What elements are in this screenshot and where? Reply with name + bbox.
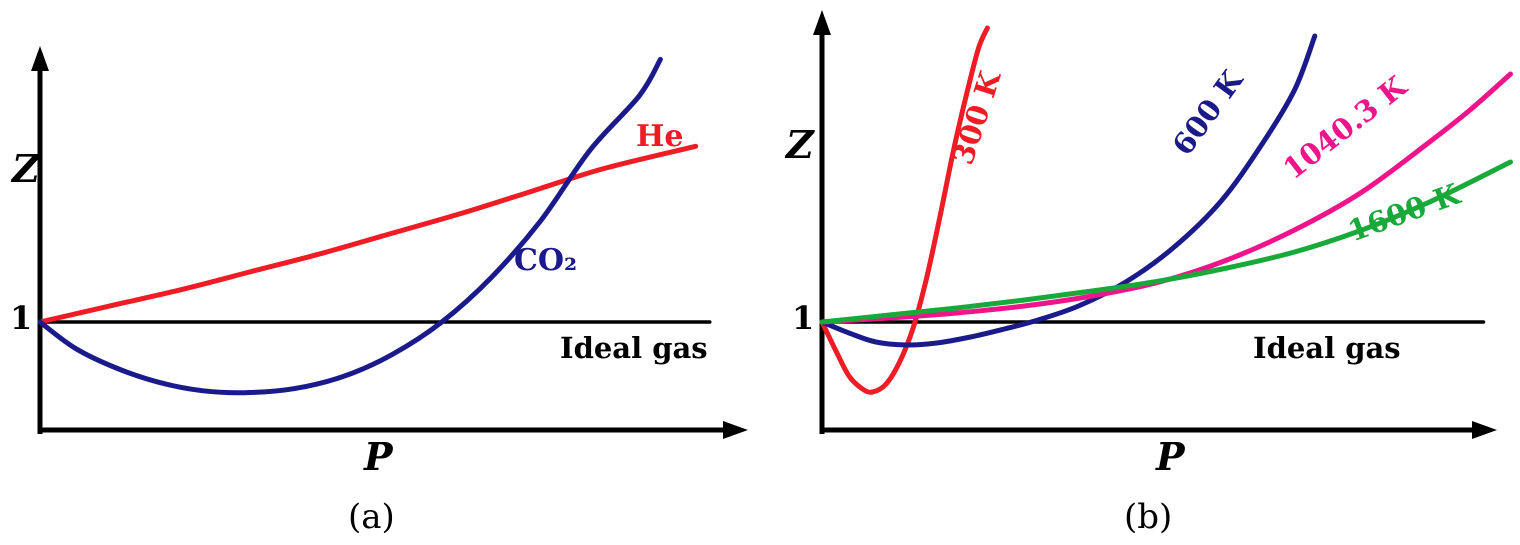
curve-label-co2: CO₂ <box>514 243 578 278</box>
x-axis-arrowhead-a <box>723 421 748 439</box>
x-axis-label-a: P <box>364 434 393 479</box>
curves-a <box>37 56 712 396</box>
curve-1600-k <box>819 159 1513 325</box>
ideal-gas-label-b: Ideal gas <box>1253 331 1401 365</box>
x-axis-arrowhead-b <box>1472 421 1497 439</box>
y-axis-label-a: Z <box>12 146 40 191</box>
y-axis-label-b: Z <box>786 122 814 167</box>
curve-600-k <box>819 33 1318 348</box>
unity-tick-a: 1 <box>10 299 33 337</box>
panel-caption-a: (a) <box>348 497 395 537</box>
curves-b <box>819 25 1513 395</box>
unity-tick-b: 1 <box>792 299 815 337</box>
curve-he <box>37 143 699 325</box>
ideal-gas-label-a: Ideal gas <box>560 331 708 365</box>
y-axis-arrowhead-b <box>813 10 831 35</box>
curve-co₂ <box>37 56 663 396</box>
x-axis-label-b: P <box>1156 434 1185 479</box>
axes-panel-a <box>31 46 748 439</box>
curve-label-he: He <box>636 119 684 154</box>
y-axis-arrowhead-a <box>31 46 49 71</box>
axes-panel-b <box>813 10 1497 439</box>
panel-caption-b: (b) <box>1124 497 1173 537</box>
